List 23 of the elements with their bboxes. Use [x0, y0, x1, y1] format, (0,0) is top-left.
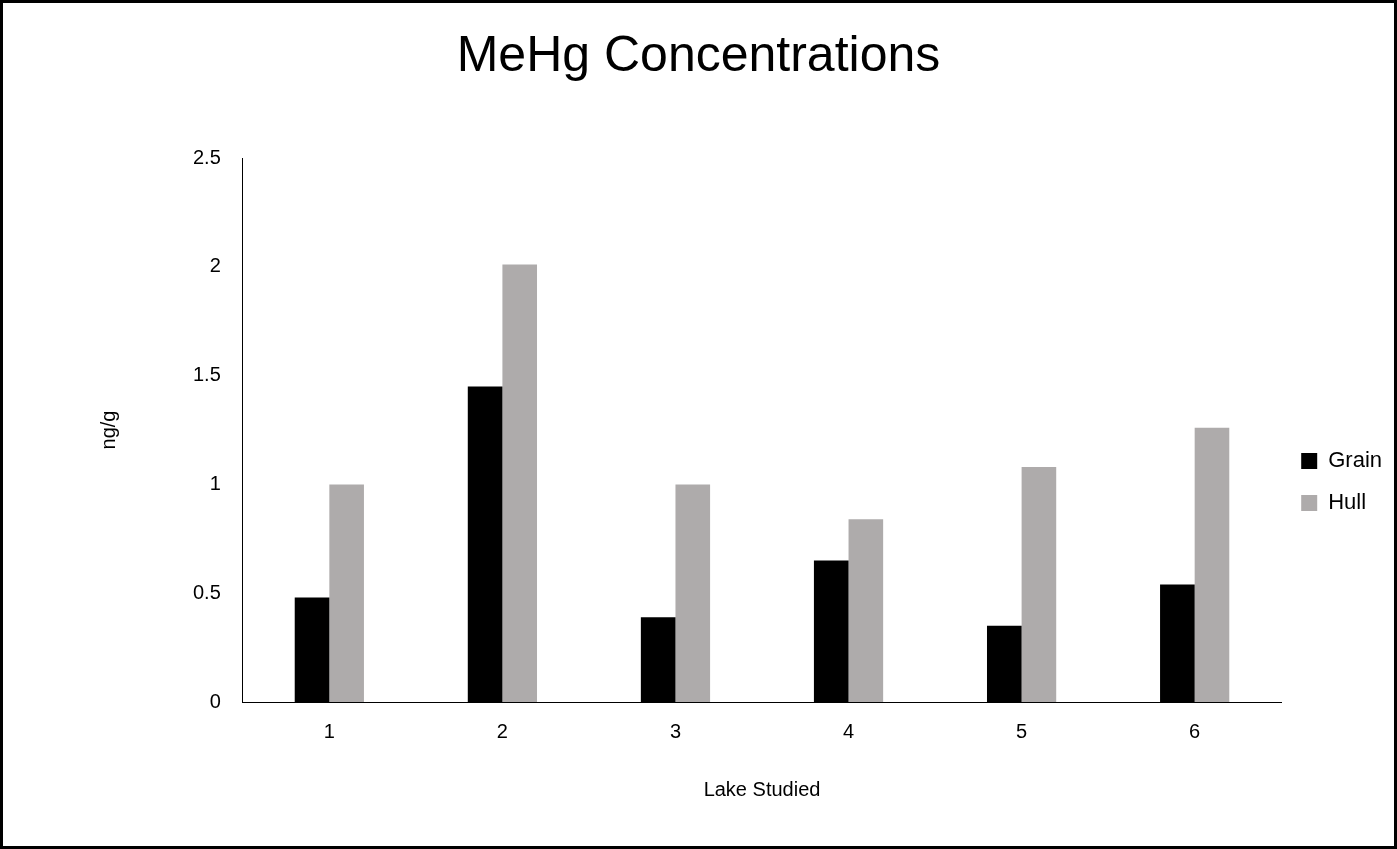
bar — [1194, 427, 1230, 702]
x-axis-title: Lake Studied — [703, 777, 821, 800]
bar — [848, 519, 884, 702]
x-tick-label: 5 — [1016, 719, 1028, 742]
y-axis-title: ng/g — [96, 410, 119, 450]
y-tick-label: 2.5 — [192, 145, 221, 168]
legend-label: Grain — [1328, 447, 1382, 473]
x-tick-label: 3 — [669, 719, 682, 742]
chart-title: MeHg Concentrations — [455, 25, 942, 83]
x-tick-label: 6 — [1189, 719, 1201, 742]
y-tick-label: 1 — [209, 471, 221, 494]
y-tick-label: 0 — [209, 689, 221, 712]
legend-label: Hull — [1328, 489, 1367, 515]
y-tick-label: 1.5 — [192, 363, 221, 386]
y-tick-label: 2 — [209, 254, 221, 277]
x-tick-label: 4 — [842, 719, 855, 742]
bar — [1021, 466, 1057, 702]
bar — [502, 264, 538, 702]
x-tick-label: 2 — [496, 719, 508, 742]
y-tick-label: 0.5 — [192, 580, 221, 603]
bar — [329, 484, 364, 702]
bar — [675, 484, 711, 702]
x-tick-label: 1 — [323, 719, 335, 742]
